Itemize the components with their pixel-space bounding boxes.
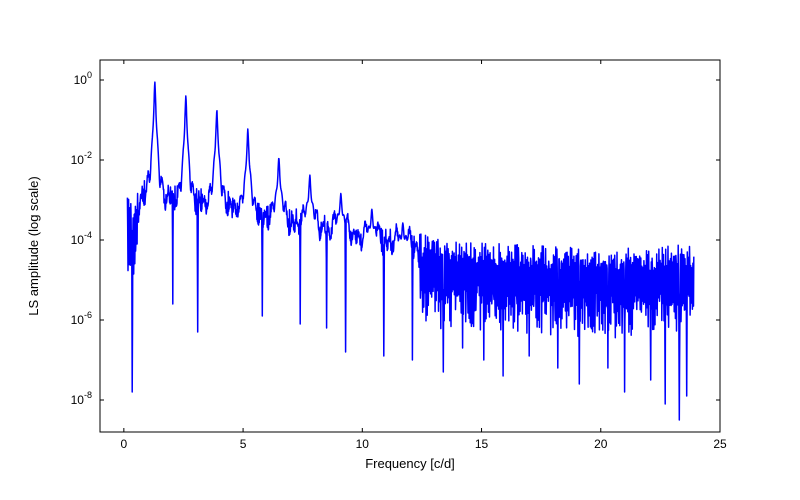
y-axis-label: LS amplitude (log scale) (26, 176, 41, 315)
x-tick-label: 10 (356, 437, 370, 451)
x-tick-label: 20 (594, 437, 608, 451)
chart-container: 0510152025 10-810-610-410-2100 Frequency… (0, 0, 800, 500)
x-tick-label: 0 (121, 437, 128, 451)
x-tick-label: 15 (475, 437, 489, 451)
chart-background (0, 0, 800, 500)
periodogram-chart: 0510152025 10-810-610-410-2100 Frequency… (0, 0, 800, 500)
x-tick-label: 25 (713, 437, 727, 451)
x-axis-label: Frequency [c/d] (365, 456, 455, 471)
x-tick-label: 5 (240, 437, 247, 451)
